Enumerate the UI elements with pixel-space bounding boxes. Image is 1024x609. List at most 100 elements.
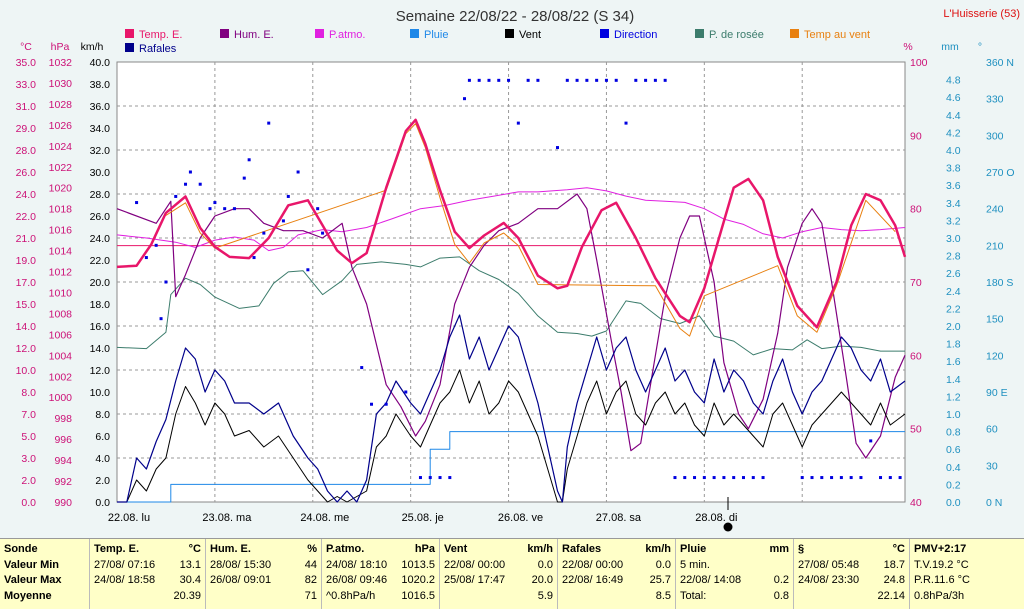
wind-axis-tick-label: 38.0 xyxy=(90,79,111,91)
wind_kmh-unit-label: km/h xyxy=(81,41,104,53)
direction-point xyxy=(555,146,559,150)
wind-axis-tick-label: 34.0 xyxy=(90,123,111,135)
direction-point xyxy=(370,402,374,406)
temp-axis-tick-label: 28.0 xyxy=(16,145,37,157)
table-cell: 24/08/ 18:58 xyxy=(94,574,156,586)
temp-axis-tick-label: 35.0 xyxy=(16,57,37,69)
direction-point xyxy=(644,78,648,82)
temp-axis-tick-label: 24.0 xyxy=(16,189,37,201)
left-axes: 35.0 33.0 31.0 29.0 28.0 26.0 24.0 22.0 21.0 19.0… xyxy=(16,41,111,509)
dir_deg-unit-label: ° xyxy=(978,41,982,53)
wind-axis-tick-label: 0.0 xyxy=(95,497,110,509)
table-block-rafales: Rafales km/h 22/08/ 00:00 0.0 22/08/ 16:49… xyxy=(558,539,676,609)
temp-axis-tick-label: 15.0 xyxy=(16,299,37,311)
table-unit: °C xyxy=(188,543,201,555)
legend-label-pluie: Pluie xyxy=(424,29,448,41)
x-tick-label: 24.08. me xyxy=(300,512,349,524)
humidity-axis-tick-label: 60 xyxy=(910,350,922,362)
series-line-patmo xyxy=(116,187,906,252)
series-line-vent xyxy=(117,369,906,503)
direction-point xyxy=(198,182,202,186)
direction-point xyxy=(404,390,408,394)
direction-point xyxy=(247,158,251,162)
pressure-axis-tick-label: 1022 xyxy=(49,162,73,174)
table-cell: 5 min. xyxy=(680,558,710,571)
direction-point xyxy=(888,476,892,480)
wind-axis-tick-label: 2.0 xyxy=(95,475,110,487)
table-cell: 27/08/ 05:48 xyxy=(798,558,860,571)
series-line-rafales xyxy=(117,314,906,503)
pressure-axis-tick-label: 1032 xyxy=(49,57,73,69)
table-cell: 24/08/ 18:10 xyxy=(326,558,388,571)
series-line-pluie xyxy=(117,431,905,503)
pressure-axis-tick-label: 996 xyxy=(54,434,72,446)
table-cell: 22/08/ 00:00 xyxy=(444,558,506,571)
direction-point xyxy=(898,476,902,480)
wind-axis-tick-label: 32.0 xyxy=(90,145,111,157)
direction-axis-tick-label: 60 xyxy=(986,424,998,436)
wind-axis-tick-label: 40.0 xyxy=(90,57,111,69)
table-cell: 22/08/ 16:49 xyxy=(562,574,624,586)
table-title: Sonde xyxy=(4,543,38,555)
direction-point xyxy=(164,280,168,284)
direction-axis-tick-label: 360 N xyxy=(986,57,1014,69)
x-tick-label: 27.08. sa xyxy=(596,512,642,524)
direction-point xyxy=(174,194,178,198)
wind-axis-tick-label: 28.0 xyxy=(90,189,111,201)
direction-point xyxy=(463,97,467,101)
direction-point xyxy=(653,78,657,82)
temp-axis-tick-label: 22.0 xyxy=(16,211,37,223)
rain-axis-tick-label: 3.8 xyxy=(946,163,961,175)
direction-point xyxy=(154,243,158,247)
direction-point xyxy=(536,78,540,82)
table-value: 0.0 xyxy=(655,558,671,571)
pressure-axis-tick-label: 1006 xyxy=(49,329,73,341)
legend-swatch-direction xyxy=(600,29,609,38)
pressure-axis-tick-label: 1026 xyxy=(49,120,73,132)
wind-axis-tick-label: 12.0 xyxy=(90,365,111,377)
direction-point xyxy=(849,476,853,480)
table-title: Temp. E. xyxy=(94,543,140,555)
direction-point xyxy=(732,476,736,480)
legend-swatch-ressenti xyxy=(790,29,799,38)
table-cell: P.R.11.6 °C xyxy=(914,574,970,586)
table-unit: °C xyxy=(892,543,905,555)
rain-axis-tick-label: 0.0 xyxy=(946,497,961,509)
wind-axis-tick-label: 10.0 xyxy=(90,387,111,399)
rain-axis-tick-label: 1.6 xyxy=(946,356,961,368)
table-title: § xyxy=(798,543,805,555)
direction-point xyxy=(135,201,139,205)
temp-axis-tick-label: 19.0 xyxy=(16,255,37,267)
direction-point xyxy=(242,176,246,180)
direction-axis-tick-label: 210 xyxy=(986,240,1004,252)
rain-axis-tick-label: 3.2 xyxy=(946,215,961,227)
table-value: 25.7 xyxy=(649,574,671,586)
table-cell: 27/08/ 07:16 xyxy=(94,558,156,571)
legend-label-rosee: P. de rosée xyxy=(709,29,764,41)
rain-axis-tick-label: 4.2 xyxy=(946,127,961,139)
series-line-hum xyxy=(116,193,906,459)
rain-axis-tick-label: 2.6 xyxy=(946,268,961,280)
temp-axis-tick-label: 31.0 xyxy=(16,101,37,113)
temp-axis-tick-label: 33.0 xyxy=(16,79,37,91)
table-value: 0.2 xyxy=(773,574,789,586)
wind-axis-tick-label: 16.0 xyxy=(90,321,111,333)
temp-axis-tick-label: 29.0 xyxy=(16,123,37,135)
table-value: 22.14 xyxy=(877,589,905,602)
direction-point xyxy=(624,121,628,125)
wind-axis-tick-label: 18.0 xyxy=(90,299,111,311)
rain-axis-tick-label: 0.6 xyxy=(946,444,961,456)
direction-point xyxy=(673,476,677,480)
direction-point xyxy=(252,256,256,260)
wind-axis-tick-label: 8.0 xyxy=(95,409,110,421)
table-value: 8.5 xyxy=(655,589,671,602)
table-block-vent: Vent km/h 22/08/ 00:00 0.0 25/08/ 17:47 20.… xyxy=(440,539,558,609)
table-block-section: § °C 27/08/ 05:48 18.7 24/08/ 23:30 24.8 22… xyxy=(794,539,910,609)
pressure-axis-tick-label: 1020 xyxy=(49,183,73,195)
direction-point xyxy=(800,476,804,480)
direction-point xyxy=(830,476,834,480)
table-value: 1020.2 xyxy=(401,574,435,586)
table-block-temp: Temp. E. °C 27/08/ 07:16 13.1 24/08/ 18:58… xyxy=(90,539,206,609)
legend-label-hum: Hum. E. xyxy=(234,29,274,41)
temp-axis-tick-label: 26.0 xyxy=(16,167,37,179)
